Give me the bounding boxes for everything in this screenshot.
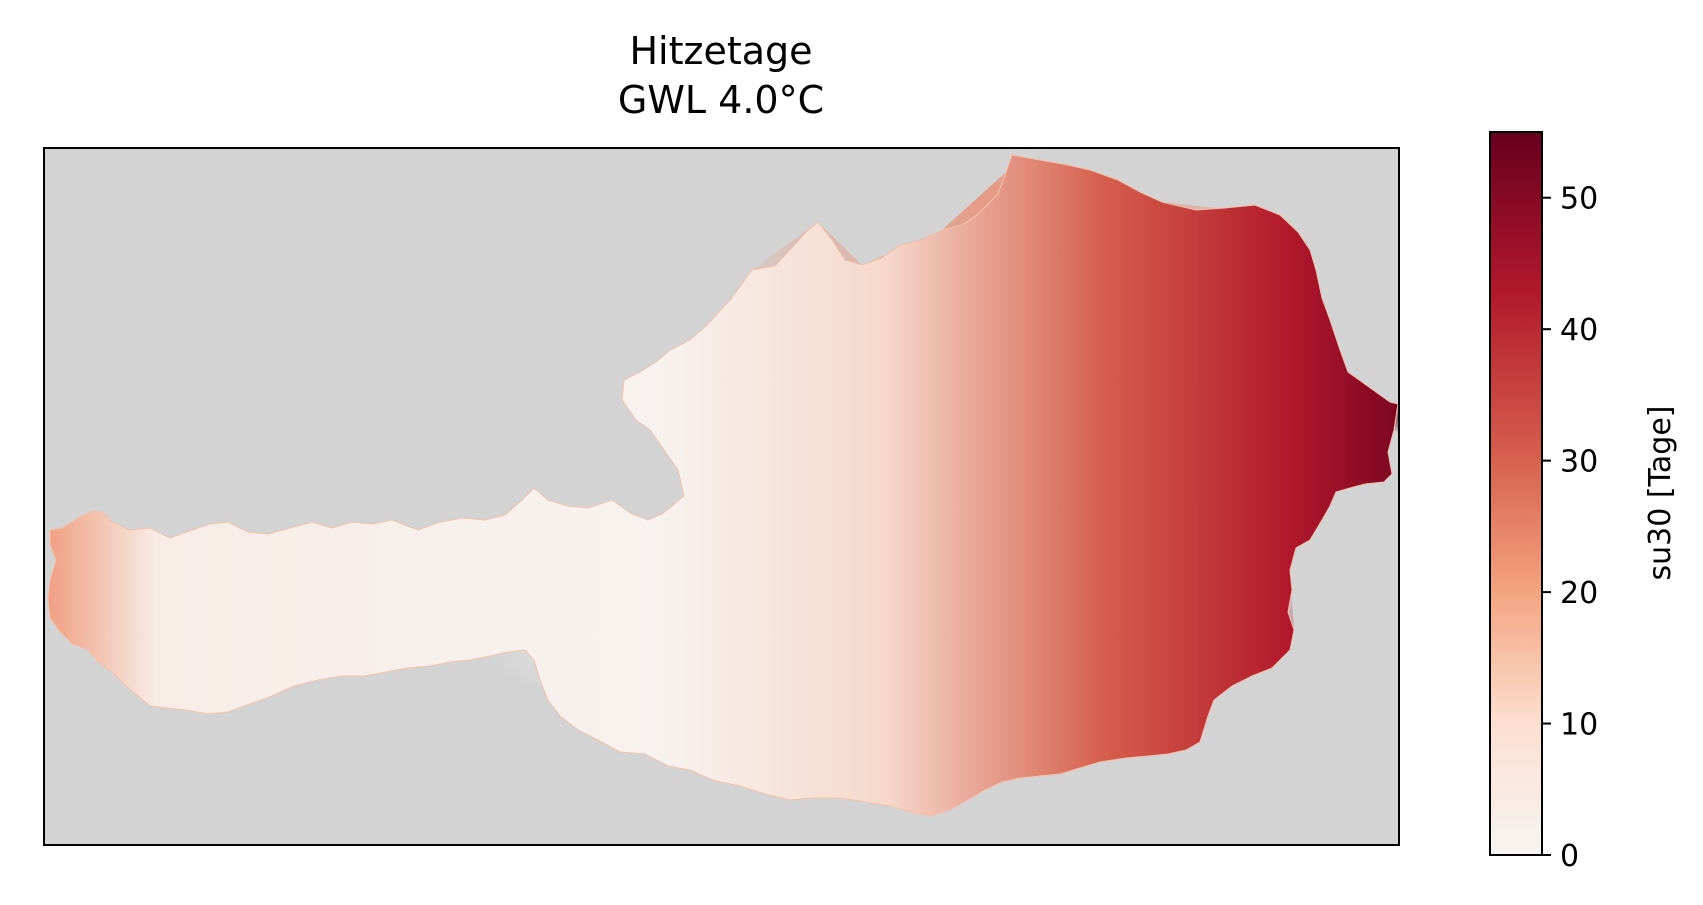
colorbar-tick-label: 20 — [1560, 576, 1598, 611]
colorbar-tick-label: 40 — [1560, 313, 1598, 348]
colorbar-tick-label: 50 — [1560, 182, 1598, 217]
colorbar-tick-label: 30 — [1560, 445, 1598, 480]
map-frame — [43, 147, 1400, 846]
colorbar-frame — [1489, 131, 1543, 856]
colorbar-gradient — [1490, 132, 1542, 855]
chart-title-line-2: GWL 4.0°C — [618, 78, 824, 122]
colorbar-label: su30 [Tage] — [1643, 405, 1678, 580]
colorbar-tick-label: 0 — [1560, 839, 1579, 874]
colorbar-ticks: 0 10 20 30 40 50 — [1542, 182, 1598, 874]
map-axes — [43, 147, 1400, 846]
colorbar: 0 10 20 30 40 50 su30 [Tage] — [1489, 131, 1678, 874]
colorbar-tick-label: 10 — [1560, 708, 1598, 743]
austria-map — [47, 154, 1399, 817]
chart-title-line-1: Hitzetage — [629, 29, 812, 73]
